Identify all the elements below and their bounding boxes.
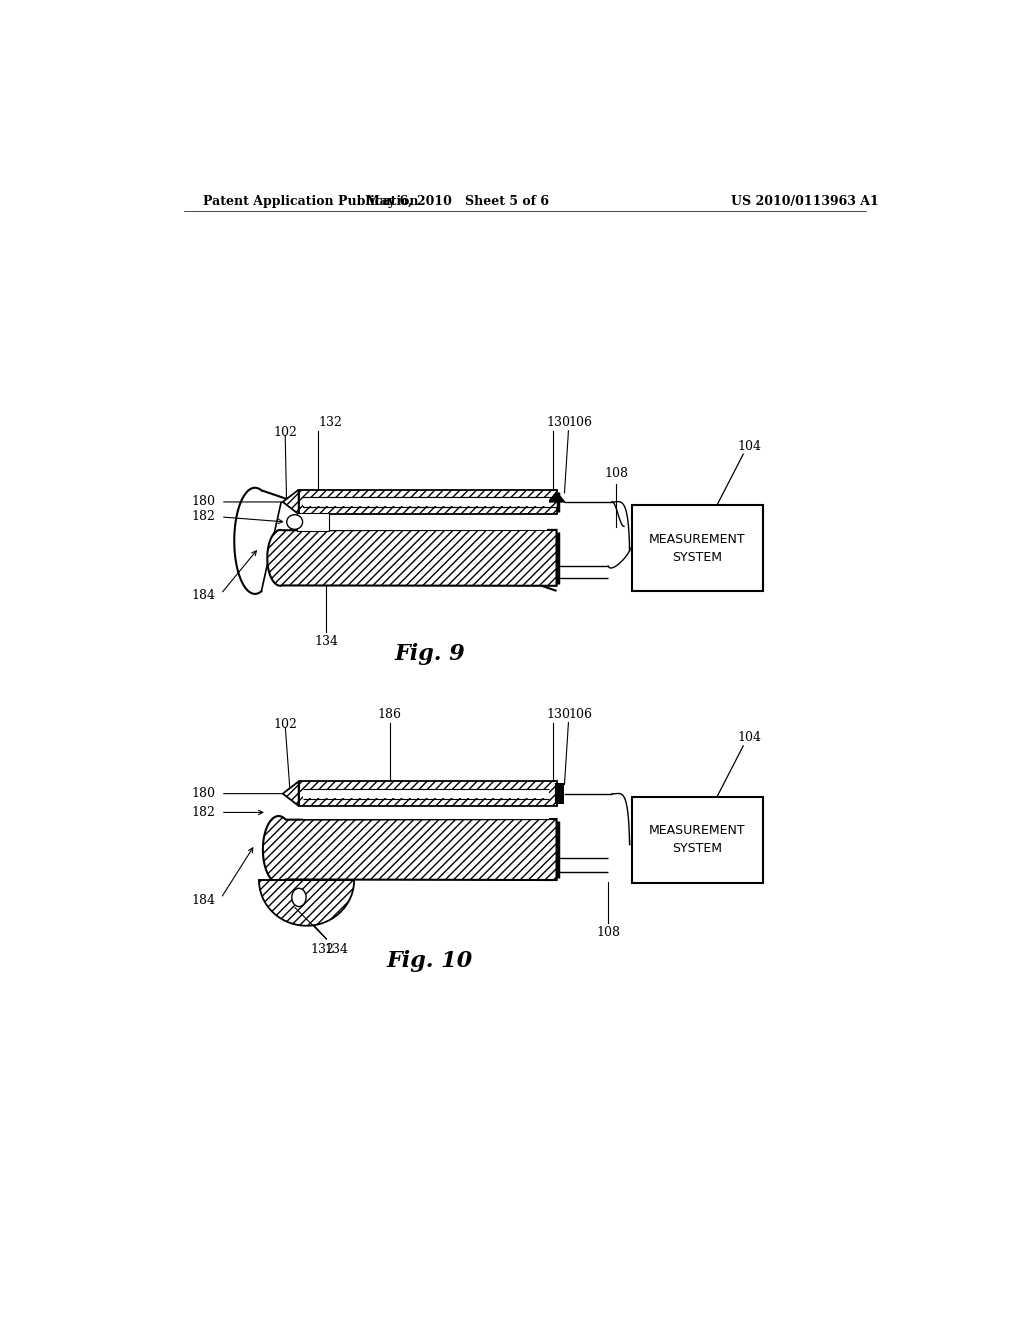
Text: 108: 108 <box>596 927 621 940</box>
Ellipse shape <box>292 888 306 907</box>
Bar <box>303 805 549 818</box>
Text: MEASUREMENT
SYSTEM: MEASUREMENT SYSTEM <box>649 825 745 855</box>
Bar <box>632 506 763 591</box>
Text: 182: 182 <box>191 511 215 524</box>
Ellipse shape <box>287 515 303 529</box>
Polygon shape <box>263 816 557 883</box>
Text: MEASUREMENT
SYSTEM: MEASUREMENT SYSTEM <box>649 533 745 564</box>
Bar <box>299 781 557 805</box>
Text: Patent Application Publication: Patent Application Publication <box>204 194 419 207</box>
Text: 106: 106 <box>568 416 592 429</box>
Bar <box>557 784 564 804</box>
Bar <box>303 515 547 529</box>
Text: 132: 132 <box>318 416 342 429</box>
Text: 184: 184 <box>191 590 215 602</box>
Text: 106: 106 <box>568 708 592 721</box>
Text: 108: 108 <box>604 467 628 480</box>
Polygon shape <box>283 781 299 805</box>
Bar <box>632 797 763 883</box>
Text: 130: 130 <box>546 708 570 721</box>
FancyArrow shape <box>549 492 564 502</box>
Text: 104: 104 <box>737 440 762 453</box>
Text: 186: 186 <box>378 708 401 721</box>
Text: 102: 102 <box>273 718 297 731</box>
Bar <box>303 498 550 506</box>
Bar <box>303 498 557 507</box>
Text: 102: 102 <box>273 426 297 440</box>
Polygon shape <box>283 490 299 515</box>
Text: 132: 132 <box>310 942 335 956</box>
Text: 134: 134 <box>314 635 338 648</box>
Text: 104: 104 <box>737 731 762 744</box>
Text: May 6, 2010   Sheet 5 of 6: May 6, 2010 Sheet 5 of 6 <box>366 194 549 207</box>
Text: 182: 182 <box>191 807 215 818</box>
Text: Fig. 9: Fig. 9 <box>394 643 465 665</box>
Text: 180: 180 <box>191 787 215 800</box>
Text: Fig. 10: Fig. 10 <box>386 950 473 973</box>
Text: 134: 134 <box>325 942 349 956</box>
Polygon shape <box>259 880 354 925</box>
Text: 184: 184 <box>191 894 215 907</box>
Bar <box>299 490 557 515</box>
Polygon shape <box>267 529 557 586</box>
Bar <box>297 513 329 531</box>
Text: 130: 130 <box>546 416 570 429</box>
Text: 180: 180 <box>191 495 215 508</box>
Bar <box>303 789 549 797</box>
Text: US 2010/0113963 A1: US 2010/0113963 A1 <box>731 194 879 207</box>
